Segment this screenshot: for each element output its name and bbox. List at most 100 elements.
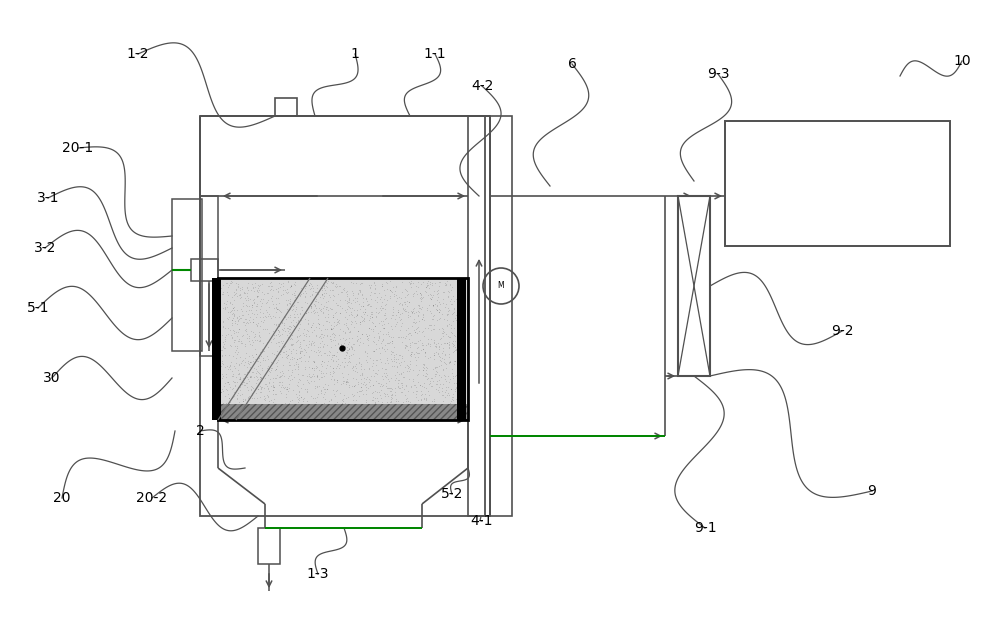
- Point: [268, 338, 284, 348]
- Point: [266, 394, 282, 404]
- Point: [229, 291, 245, 301]
- Point: [307, 301, 323, 312]
- Point: [235, 373, 251, 384]
- Point: [327, 391, 343, 401]
- Point: [402, 328, 418, 338]
- Point: [374, 380, 390, 391]
- Point: [315, 332, 331, 342]
- Point: [248, 349, 264, 359]
- Point: [227, 317, 243, 328]
- Point: [444, 282, 460, 292]
- Point: [451, 356, 467, 366]
- Point: [268, 319, 284, 329]
- Point: [345, 361, 361, 371]
- Point: [387, 375, 403, 385]
- Point: [384, 356, 400, 366]
- Point: [232, 291, 248, 301]
- Point: [362, 375, 378, 385]
- Point: [444, 392, 460, 402]
- Point: [301, 336, 317, 346]
- Point: [381, 376, 397, 386]
- Point: [239, 367, 255, 377]
- Point: [455, 330, 471, 340]
- Point: [265, 398, 281, 408]
- Point: [442, 373, 458, 384]
- Point: [341, 327, 357, 337]
- Point: [217, 378, 233, 388]
- Point: [352, 286, 368, 296]
- Point: [321, 317, 337, 327]
- Point: [367, 398, 383, 408]
- Point: [232, 313, 248, 323]
- Point: [250, 291, 266, 301]
- Point: [368, 356, 384, 366]
- Point: [353, 374, 369, 384]
- Point: [314, 289, 330, 300]
- Point: [323, 323, 339, 333]
- Point: [283, 333, 299, 343]
- Point: [215, 287, 231, 298]
- Point: [405, 304, 421, 314]
- Point: [378, 299, 394, 309]
- Point: [257, 311, 273, 321]
- Point: [242, 372, 258, 382]
- Point: [402, 350, 418, 361]
- Point: [415, 365, 431, 375]
- Point: [329, 317, 345, 327]
- Point: [332, 335, 348, 345]
- Point: [344, 317, 360, 327]
- Point: [331, 314, 347, 324]
- Point: [455, 363, 471, 373]
- Point: [244, 300, 260, 310]
- Point: [451, 330, 467, 340]
- Point: [445, 338, 461, 349]
- Point: [388, 319, 404, 329]
- Point: [428, 304, 444, 314]
- Point: [329, 319, 345, 329]
- Point: [304, 363, 320, 373]
- Point: [310, 350, 326, 361]
- Point: [422, 306, 438, 316]
- Point: [227, 315, 243, 326]
- Point: [325, 290, 341, 300]
- Point: [411, 307, 427, 317]
- Point: [454, 343, 470, 354]
- Point: [248, 378, 264, 389]
- Point: [432, 298, 448, 308]
- Point: [416, 382, 432, 392]
- Point: [303, 279, 319, 289]
- Point: [348, 374, 364, 384]
- Point: [337, 294, 353, 305]
- Point: [398, 306, 414, 316]
- Point: [457, 370, 473, 380]
- Point: [233, 336, 249, 346]
- Point: [275, 285, 291, 295]
- Point: [271, 305, 287, 315]
- Point: [219, 313, 235, 323]
- Point: [401, 296, 417, 307]
- Point: [278, 389, 294, 399]
- Point: [326, 375, 342, 385]
- Point: [443, 384, 459, 394]
- Point: [450, 398, 466, 408]
- Point: [320, 356, 336, 366]
- Point: [334, 287, 350, 297]
- Point: [316, 284, 332, 294]
- Point: [299, 325, 315, 335]
- Point: [451, 400, 467, 410]
- Point: [319, 384, 335, 394]
- Point: [431, 304, 447, 314]
- Point: [225, 392, 241, 402]
- Point: [273, 382, 289, 392]
- Point: [249, 371, 265, 382]
- Point: [249, 354, 265, 364]
- Point: [450, 298, 466, 308]
- Point: [278, 294, 294, 305]
- Point: [248, 354, 264, 364]
- Point: [238, 318, 254, 328]
- Point: [219, 296, 235, 306]
- Point: [343, 309, 359, 319]
- Point: [232, 375, 248, 385]
- Point: [329, 375, 345, 385]
- Point: [325, 328, 341, 338]
